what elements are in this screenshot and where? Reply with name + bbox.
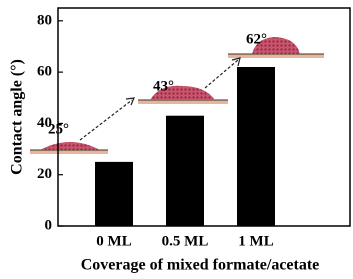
bar (166, 115, 204, 226)
x-tick-label: 1 ML (238, 233, 273, 249)
bar (237, 66, 275, 226)
droplet-illustration (30, 37, 324, 154)
y-tick-label: 60 (37, 64, 52, 80)
y-axis-label: Contact angle (°) (9, 59, 26, 175)
x-axis-label: Coverage of mixed formate/acetate (81, 257, 320, 274)
y-tick-label: 80 (37, 12, 52, 28)
y-tick-label: 20 (37, 166, 52, 182)
value-label: 43° (153, 78, 174, 94)
value-label: 62° (246, 31, 267, 47)
value-label: 25° (48, 121, 69, 137)
bar (95, 161, 133, 226)
arrows (79, 57, 241, 141)
y-tick-label: 40 (37, 115, 52, 131)
y-tick-label: 0 (45, 217, 53, 233)
x-tick-label: 0 ML (96, 233, 131, 249)
x-tick-label: 0.5 ML (162, 233, 209, 249)
